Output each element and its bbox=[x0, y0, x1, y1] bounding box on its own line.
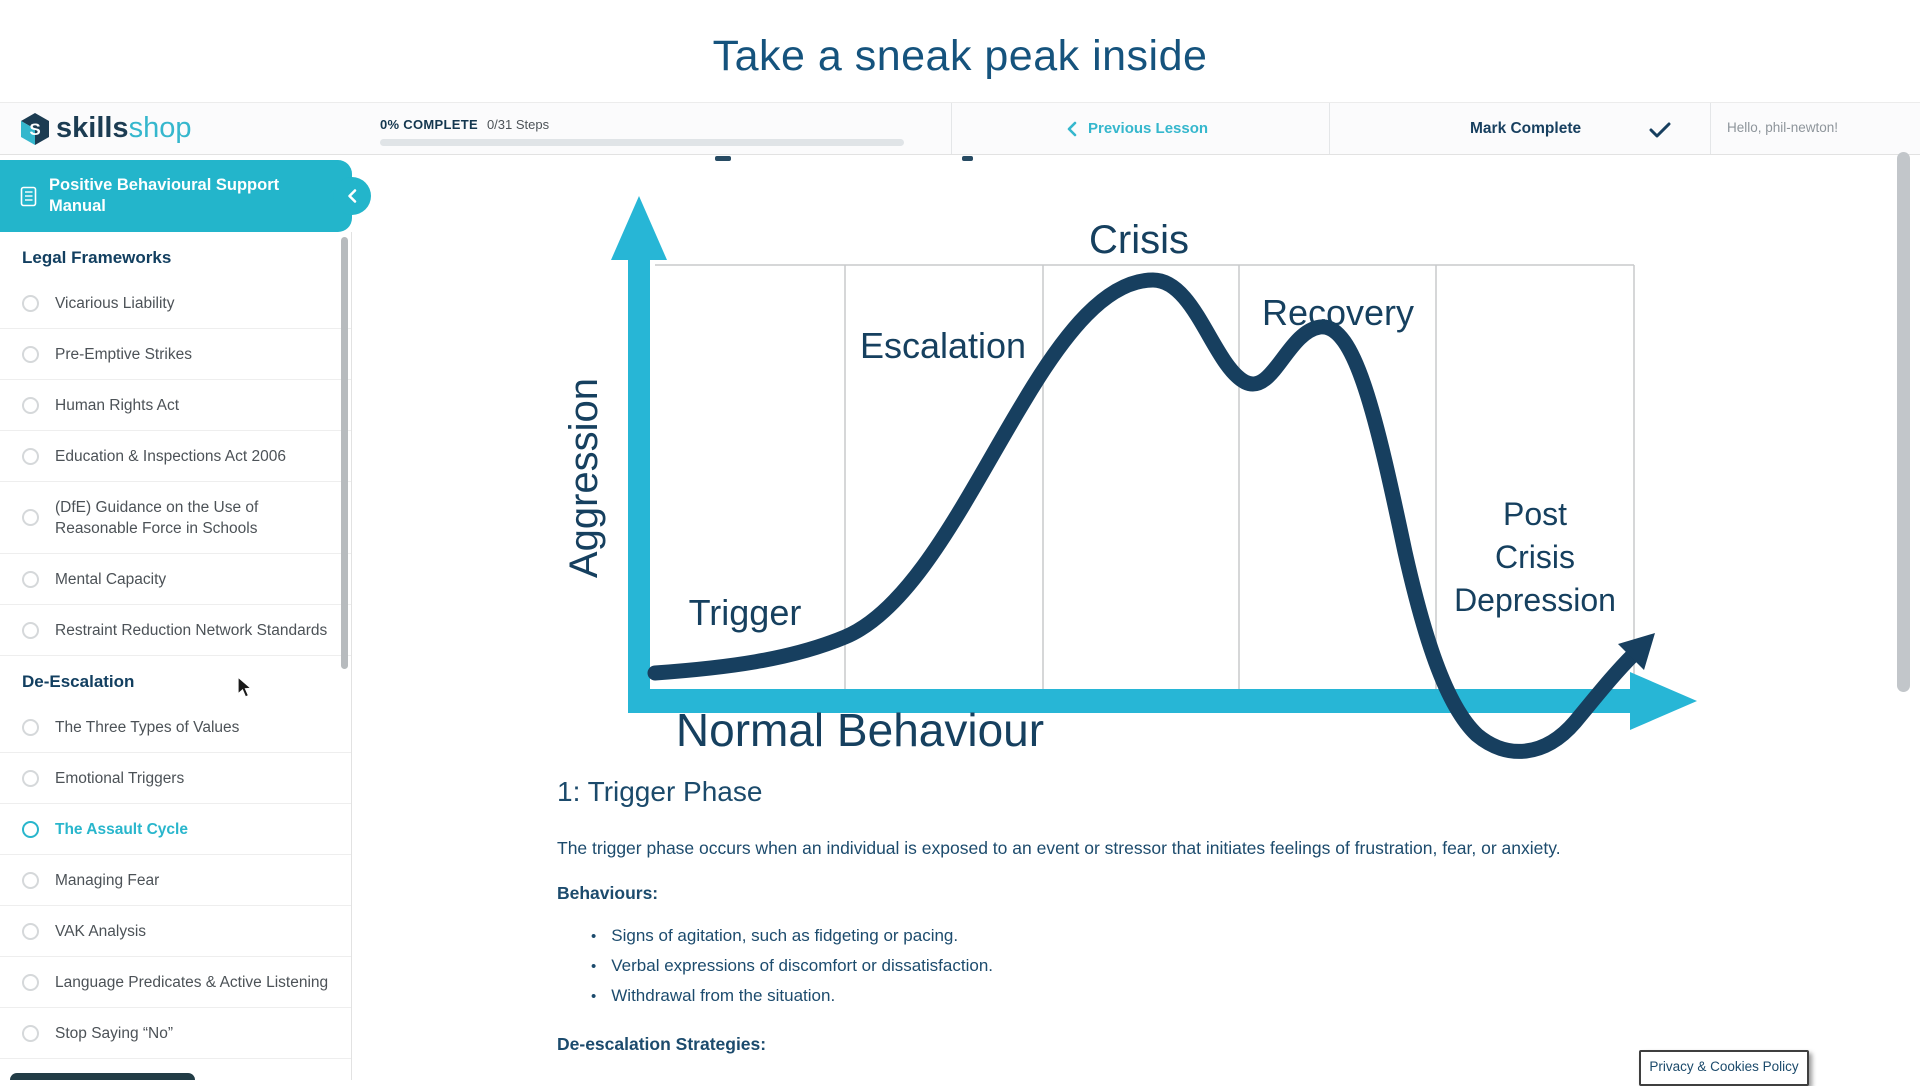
lesson-list: Legal Frameworks Vicarious Liability Pre… bbox=[0, 232, 352, 1080]
cutoff-text-fragment bbox=[715, 156, 731, 161]
page-title: Take a sneak peak inside bbox=[712, 32, 1208, 80]
bullet-icon: • bbox=[591, 958, 597, 975]
phase-label-trigger: Trigger bbox=[689, 592, 802, 633]
sidebar-item-restraint-reduction[interactable]: Restraint Reduction Network Standards bbox=[0, 605, 351, 656]
behaviours-label: Behaviours: bbox=[557, 883, 659, 903]
sidebar-item-vak-analysis[interactable]: VAK Analysis bbox=[0, 906, 351, 957]
y-axis-arrow bbox=[611, 196, 667, 702]
radio-icon bbox=[22, 345, 39, 363]
sidebar-item-mental-capacity[interactable]: Mental Capacity bbox=[0, 554, 351, 605]
radio-icon-active bbox=[22, 820, 39, 838]
aggression-curve bbox=[647, 272, 1641, 759]
previous-lesson-label: Previous Lesson bbox=[1088, 120, 1209, 137]
radio-icon bbox=[22, 769, 39, 787]
phase-label-escalation: Escalation bbox=[860, 325, 1026, 366]
header-divider bbox=[1710, 103, 1711, 154]
behaviours-list: • Signs of agitation, such as fidgeting o… bbox=[591, 926, 1617, 1016]
radio-icon bbox=[22, 621, 39, 639]
sidebar-item-managing-fear[interactable]: Managing Fear bbox=[0, 855, 351, 906]
course-title: Positive Behavioural Support Manual bbox=[49, 176, 280, 215]
svg-text:Crisis: Crisis bbox=[1495, 539, 1575, 575]
radio-icon bbox=[22, 447, 39, 465]
header-divider bbox=[951, 103, 952, 154]
manual-icon bbox=[20, 186, 37, 206]
sidebar-scrollbar[interactable] bbox=[341, 237, 348, 669]
checkmark-icon[interactable] bbox=[1648, 121, 1672, 139]
next-section-cutoff bbox=[10, 1073, 195, 1080]
list-item: • Withdrawal from the situation. bbox=[591, 986, 836, 1005]
logo-wordmark: skillsshop bbox=[56, 112, 192, 144]
skillsshop-logo[interactable]: S skillsshop bbox=[20, 103, 191, 154]
page-scrollbar[interactable] bbox=[1897, 152, 1910, 692]
radio-icon bbox=[22, 396, 39, 414]
bullet-icon: • bbox=[591, 988, 597, 1005]
privacy-cookies-button[interactable]: Privacy & Cookies Policy bbox=[1639, 1050, 1809, 1086]
section-legal-frameworks: Legal Frameworks bbox=[22, 248, 172, 267]
bullet-icon: • bbox=[591, 928, 597, 945]
sidebar-item-three-types-of-values[interactable]: The Three Types of Values bbox=[0, 702, 351, 753]
chevron-left-icon bbox=[1067, 121, 1077, 136]
diagram-grid bbox=[655, 264, 1635, 689]
assault-cycle-diagram: Aggression Trigger Escalation Crisis Rec… bbox=[562, 196, 1697, 759]
strategies-label: De-escalation Strategies: bbox=[557, 1034, 767, 1054]
radio-icon bbox=[22, 570, 39, 588]
radio-icon bbox=[22, 294, 39, 312]
radio-icon bbox=[22, 922, 39, 940]
svg-text:Post: Post bbox=[1503, 496, 1567, 532]
chevron-left-icon bbox=[348, 189, 357, 203]
skillsshop-logo-icon: S bbox=[21, 112, 49, 145]
sidebar-item-human-rights-act[interactable]: Human Rights Act bbox=[0, 380, 351, 431]
course-title-header[interactable]: Positive Behavioural Support Manual bbox=[0, 160, 352, 232]
lesson-content: 1: Trigger Phase The trigger phase occur… bbox=[557, 776, 1617, 1077]
sidebar-item-emotional-triggers[interactable]: Emotional Triggers bbox=[0, 753, 351, 804]
mark-complete-button[interactable]: Mark Complete bbox=[1470, 119, 1582, 137]
progress-steps-label: 0/31 Steps bbox=[486, 117, 550, 132]
radio-icon bbox=[22, 718, 39, 736]
user-greeting: Hello, phil-newton! bbox=[1727, 120, 1839, 135]
progress-percent-label: 0% COMPLETE bbox=[380, 117, 478, 132]
sidebar-item-pre-emptive-strikes[interactable]: Pre-Emptive Strikes bbox=[0, 329, 351, 380]
section-de-escalation: De-Escalation bbox=[22, 672, 135, 691]
radio-icon bbox=[22, 973, 39, 991]
sidebar-item-the-assault-cycle[interactable]: The Assault Cycle bbox=[0, 804, 351, 855]
phase-label-recovery: Recovery bbox=[1262, 292, 1414, 333]
phase-label-crisis: Crisis bbox=[1089, 218, 1189, 262]
previous-lesson-button[interactable]: Previous Lesson bbox=[1066, 103, 1208, 154]
radio-icon bbox=[22, 871, 39, 889]
top-bar: S skillsshop 0% COMPLETE 0/31 Steps Prev… bbox=[0, 102, 1920, 155]
xlabel-normal-behaviour: Normal Behaviour bbox=[676, 704, 1044, 756]
radio-icon bbox=[22, 1024, 39, 1042]
svg-text:Depression: Depression bbox=[1454, 582, 1616, 618]
lesson-heading: 1: Trigger Phase bbox=[557, 776, 763, 807]
header-divider bbox=[1329, 103, 1330, 154]
curve-arrowhead-icon bbox=[1618, 633, 1655, 670]
course-progress: 0% COMPLETE 0/31 Steps bbox=[380, 117, 904, 146]
sidebar-item-dfe-guidance[interactable]: (DfE) Guidance on the Use of Reasonable … bbox=[0, 482, 351, 554]
cutoff-text-fragment bbox=[962, 156, 973, 161]
svg-text:S: S bbox=[29, 120, 40, 139]
ylabel-aggression: Aggression bbox=[562, 378, 606, 578]
course-sidebar: Positive Behavioural Support Manual Lega… bbox=[0, 160, 371, 1080]
sidebar-item-education-inspections-act[interactable]: Education & Inspections Act 2006 bbox=[0, 431, 351, 482]
list-item: • Verbal expressions of discomfort or dis… bbox=[591, 956, 993, 975]
radio-icon bbox=[22, 509, 39, 526]
lesson-intro: The trigger phase occurs when an individ… bbox=[557, 838, 1561, 858]
sidebar-item-vicarious-liability[interactable]: Vicarious Liability bbox=[0, 278, 351, 329]
progress-bar bbox=[380, 139, 904, 146]
phase-label-post-crisis-depression: Post Crisis Depression bbox=[1454, 496, 1616, 618]
list-item: • Signs of agitation, such as fidgeting o… bbox=[591, 926, 959, 945]
sidebar-item-language-predicates[interactable]: Language Predicates & Active Listening bbox=[0, 957, 351, 1008]
sidebar-item-stop-saying-no[interactable]: Stop Saying “No” bbox=[0, 1008, 351, 1059]
sidebar-collapse-button[interactable] bbox=[333, 177, 371, 215]
